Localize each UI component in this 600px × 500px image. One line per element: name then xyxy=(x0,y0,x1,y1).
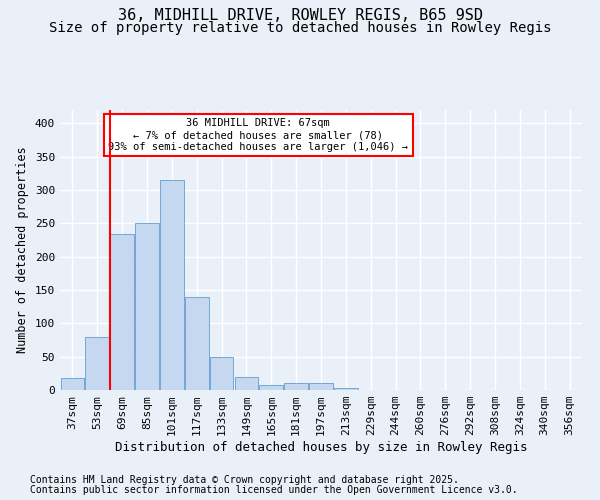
Bar xyxy=(210,356,233,390)
Text: Size of property relative to detached houses in Rowley Regis: Size of property relative to detached ho… xyxy=(49,21,551,35)
Bar xyxy=(334,388,358,390)
Bar xyxy=(110,234,134,390)
Bar xyxy=(185,296,209,390)
Bar xyxy=(259,384,283,390)
Bar xyxy=(235,376,258,390)
Bar xyxy=(160,180,184,390)
Text: Contains public sector information licensed under the Open Government Licence v3: Contains public sector information licen… xyxy=(30,485,518,495)
Bar xyxy=(61,378,84,390)
Bar xyxy=(309,384,333,390)
Text: Contains HM Land Registry data © Crown copyright and database right 2025.: Contains HM Land Registry data © Crown c… xyxy=(30,475,459,485)
Y-axis label: Number of detached properties: Number of detached properties xyxy=(16,146,29,354)
Bar xyxy=(135,224,159,390)
Bar xyxy=(284,384,308,390)
X-axis label: Distribution of detached houses by size in Rowley Regis: Distribution of detached houses by size … xyxy=(115,441,527,454)
Bar xyxy=(85,336,109,390)
Text: 36, MIDHILL DRIVE, ROWLEY REGIS, B65 9SD: 36, MIDHILL DRIVE, ROWLEY REGIS, B65 9SD xyxy=(118,8,482,22)
Text: 36 MIDHILL DRIVE: 67sqm
← 7% of detached houses are smaller (78)
93% of semi-det: 36 MIDHILL DRIVE: 67sqm ← 7% of detached… xyxy=(109,118,409,152)
